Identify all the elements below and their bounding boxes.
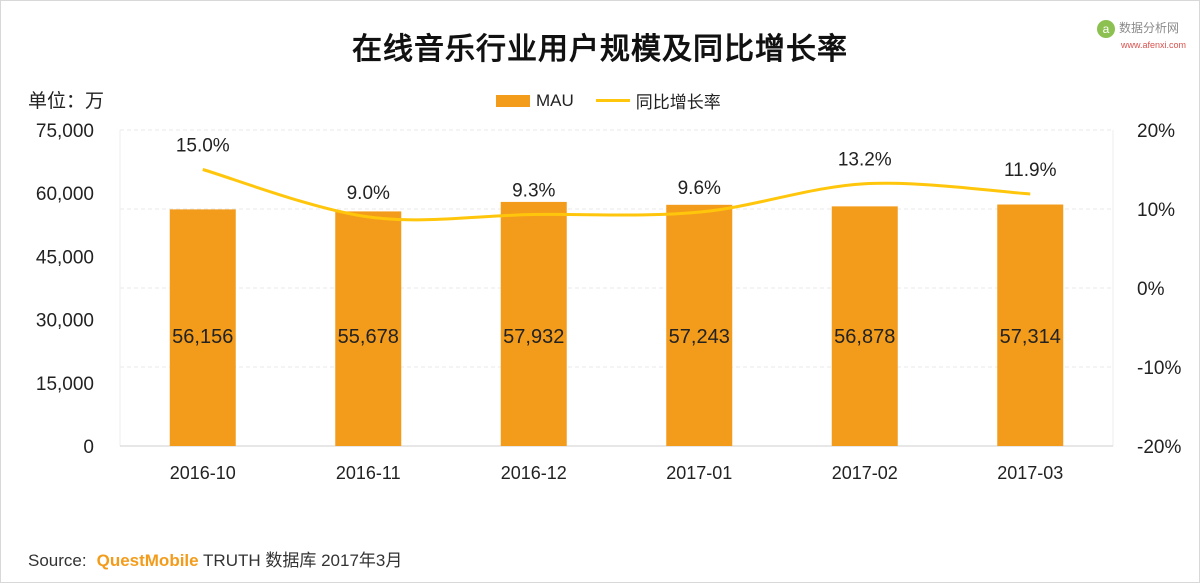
bar-data-label: 57,243 (669, 326, 730, 348)
bar-mau (666, 204, 733, 446)
line-data-label: 9.3% (512, 181, 555, 202)
y-left-tick-label: 15,000 (36, 374, 94, 395)
bar-data-label: 56,156 (172, 326, 233, 348)
watermark-logo-icon: a (1096, 20, 1115, 38)
y-left-tick-label: 45,000 (36, 247, 94, 268)
line-data-label: 15.0% (176, 136, 230, 157)
source-label: Source: (28, 551, 87, 570)
y-left-tick-label: 60,000 (36, 184, 94, 205)
watermark: a 数据分析网 www.afenxi.com (1096, 20, 1186, 52)
source-footer: Source: QuestMobile TRUTH 数据库 2017年3月 (28, 546, 402, 571)
bar-data-label: 57,932 (503, 326, 564, 348)
chart-legend: MAU 同比增长率 (496, 88, 721, 113)
bar-data-label: 56,878 (834, 326, 895, 348)
legend-label-growth: 同比增长率 (635, 93, 721, 112)
x-tick-label: 2017-03 (997, 463, 1063, 483)
y-right-tick-label: 20% (1137, 121, 1175, 142)
x-tick-label: 2016-12 (501, 463, 567, 483)
bar-mau (831, 206, 898, 446)
watermark-name: 数据分析网 (1118, 21, 1179, 36)
legend-swatch-growth (595, 99, 630, 102)
unit-label: 单位：万 (28, 91, 105, 112)
x-tick-label: 2017-01 (666, 463, 732, 483)
x-tick-label: 2017-02 (832, 463, 898, 483)
y-right-tick-label: 0% (1137, 279, 1165, 300)
bar-mau (169, 209, 236, 446)
source-brand: QuestMobile (96, 551, 199, 570)
y-left-tick-label: 0 (83, 437, 94, 458)
legend-swatch-mau (496, 94, 530, 107)
watermark-domain: www.afenxi.com (1120, 40, 1186, 50)
line-growth (202, 168, 1031, 222)
y-right-tick-label: -10% (1137, 358, 1181, 379)
y-left-tick-label: 30,000 (36, 311, 94, 332)
line-data-label: 11.9% (1004, 160, 1057, 181)
bar-mau (500, 201, 567, 446)
source-detail: TRUTH 数据库 2017年3月 (203, 551, 403, 570)
x-tick-label: 2016-10 (170, 463, 236, 483)
chart-title: 在线音乐行业用户规模及同比增长率 (352, 33, 848, 66)
line-data-label: 13.2% (838, 150, 892, 171)
y-right-tick-label: 10% (1137, 200, 1175, 221)
bar-data-label: 55,678 (338, 326, 399, 348)
bar-mau (997, 204, 1064, 446)
y-right-tick-label: -20% (1137, 437, 1181, 458)
line-data-label: 9.6% (678, 178, 721, 199)
line-data-label: 9.0% (347, 183, 390, 204)
y-left-tick-label: 75,000 (36, 121, 94, 142)
x-tick-label: 2016-11 (336, 463, 401, 483)
bar-mau (335, 211, 402, 446)
legend-label-mau: MAU (536, 90, 574, 110)
bar-data-label: 57,314 (1000, 326, 1061, 348)
